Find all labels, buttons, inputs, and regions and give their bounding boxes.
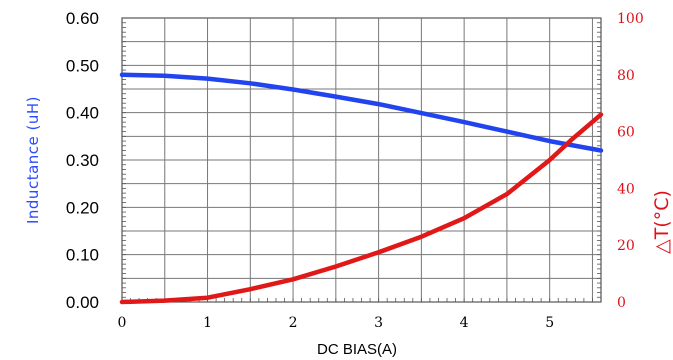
left-tick-label: 0.40 <box>66 104 99 123</box>
inductance-line <box>119 72 604 153</box>
right-axis-label: △T(°C) <box>651 190 673 254</box>
right-tick-label: 20 <box>617 238 635 254</box>
series-layer <box>119 72 604 305</box>
left-tick-label: 0.50 <box>66 56 99 75</box>
temperature-rise-line <box>119 112 604 305</box>
x-tick-label: 4 <box>460 315 469 331</box>
left-tick-label: 0.30 <box>66 151 99 170</box>
right-tick-label: 40 <box>617 181 635 197</box>
x-axis-label: DC BIAS(A) <box>317 341 397 358</box>
x-tick-label: 3 <box>374 315 383 331</box>
x-tick-label: 2 <box>289 315 298 331</box>
tick-labels: 0.000.100.200.300.400.500.60020406080100… <box>66 9 644 331</box>
left-tick-label: 0.10 <box>66 246 99 265</box>
x-tick-label: 5 <box>545 315 554 331</box>
grid <box>121 17 602 303</box>
left-tick-label: 0.00 <box>66 293 99 312</box>
left-axis-label: Inductance (uH) <box>24 96 42 224</box>
minor-ticks <box>122 22 602 302</box>
left-tick-label: 0.20 <box>66 198 99 217</box>
right-tick-label: 60 <box>617 125 635 141</box>
left-tick-label: 0.60 <box>66 9 99 28</box>
right-tick-label: 80 <box>617 68 635 84</box>
right-tick-label: 100 <box>617 11 644 27</box>
x-tick-label: 1 <box>203 315 212 331</box>
x-tick-label: 0 <box>118 315 127 331</box>
right-tick-label: 0 <box>617 295 626 311</box>
